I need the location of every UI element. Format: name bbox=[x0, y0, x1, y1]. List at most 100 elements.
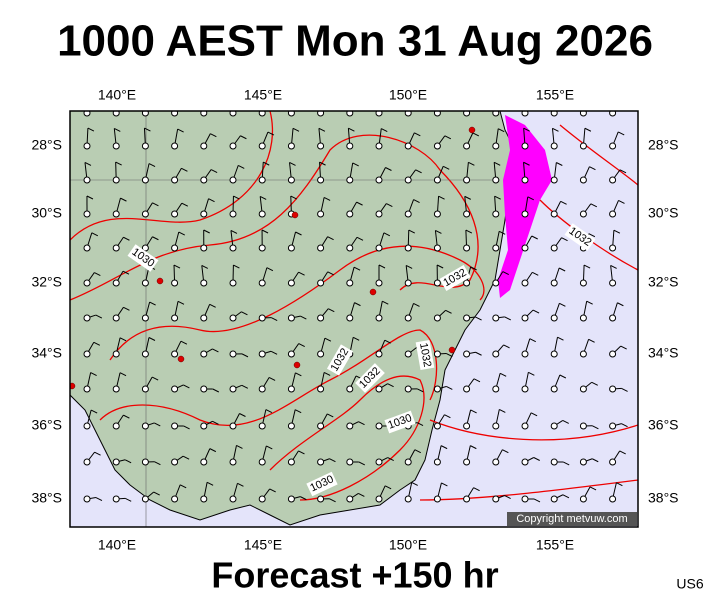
barb-flag bbox=[523, 127, 530, 132]
barb-flag bbox=[562, 461, 570, 466]
barb-station bbox=[463, 458, 471, 466]
barb-station bbox=[171, 385, 179, 393]
barb-flag bbox=[209, 448, 217, 453]
barb-station bbox=[550, 385, 558, 393]
barb-flag bbox=[173, 264, 181, 269]
barb-station bbox=[83, 422, 91, 430]
barb-flag bbox=[153, 491, 160, 496]
barb-flag bbox=[384, 485, 392, 490]
barb-flag bbox=[348, 127, 355, 132]
lat-label: 28°S bbox=[31, 137, 62, 153]
barb-flag bbox=[531, 235, 538, 240]
barb-station bbox=[375, 350, 383, 358]
barb-flag bbox=[152, 202, 159, 207]
barb-flag bbox=[529, 338, 536, 343]
barb-station bbox=[200, 422, 208, 430]
barb-flag bbox=[503, 344, 510, 349]
barb-station bbox=[229, 422, 237, 430]
barb-station bbox=[171, 458, 179, 466]
barb-station bbox=[404, 279, 412, 287]
barb-station bbox=[317, 176, 325, 184]
barb-flag bbox=[413, 199, 420, 203]
barb-station bbox=[492, 111, 500, 117]
barb-flag bbox=[177, 128, 184, 133]
barb-station bbox=[463, 495, 471, 503]
barb-station bbox=[287, 495, 295, 503]
barb-flag bbox=[94, 272, 101, 277]
barb-flag bbox=[440, 445, 448, 450]
barb-flag bbox=[319, 161, 326, 166]
barb-flag bbox=[562, 494, 570, 499]
barb-flag bbox=[115, 161, 122, 166]
barb-station bbox=[375, 176, 383, 184]
barb-flag bbox=[493, 161, 501, 166]
barb-flag bbox=[533, 457, 540, 461]
barb-station bbox=[317, 314, 325, 322]
barb-station bbox=[83, 244, 91, 252]
barb-station bbox=[492, 314, 500, 322]
barb-flag bbox=[114, 127, 121, 132]
barb-station bbox=[258, 422, 266, 430]
barb-station bbox=[521, 422, 529, 430]
barb-station bbox=[200, 279, 208, 287]
barb-flag bbox=[348, 95, 354, 98]
forecast-label: Forecast +150 hr bbox=[211, 555, 498, 596]
barb-station bbox=[287, 279, 295, 287]
barb-flag bbox=[261, 229, 269, 234]
barb-station bbox=[83, 495, 91, 503]
barb-flag bbox=[475, 316, 482, 321]
barb-station bbox=[258, 244, 266, 252]
barb-station bbox=[433, 314, 441, 322]
lon-label: 150°E bbox=[389, 87, 427, 103]
barb-station bbox=[463, 422, 471, 430]
barb-flag bbox=[468, 161, 475, 166]
barb-station bbox=[229, 458, 237, 466]
barb-flag bbox=[183, 384, 190, 389]
barb-station bbox=[375, 385, 383, 393]
barb-station bbox=[171, 142, 179, 150]
barb-flag bbox=[472, 132, 480, 137]
barb-flag bbox=[494, 195, 501, 200]
barb-station bbox=[463, 314, 471, 322]
barb-flag bbox=[268, 377, 276, 381]
barb-flag bbox=[443, 99, 449, 102]
barb-station bbox=[609, 385, 617, 393]
barb-station bbox=[258, 142, 266, 150]
barb-flag bbox=[328, 308, 335, 313]
barb-station bbox=[492, 142, 500, 150]
barb-flag bbox=[559, 302, 566, 307]
barb-flag bbox=[208, 198, 215, 203]
barb-station bbox=[258, 279, 266, 287]
barb-flag bbox=[620, 345, 627, 350]
barb-station bbox=[579, 350, 587, 358]
barb-station bbox=[579, 111, 587, 117]
barb-station bbox=[200, 111, 208, 117]
copyright: Copyright metvuw.com bbox=[516, 513, 627, 525]
lon-label: 145°E bbox=[244, 537, 282, 553]
barb-station bbox=[550, 350, 558, 358]
barb-station bbox=[83, 458, 91, 466]
barb-flag bbox=[233, 195, 240, 200]
barb-station bbox=[521, 458, 529, 466]
barb-flag bbox=[527, 196, 534, 201]
barb-station bbox=[229, 111, 237, 117]
barb-station bbox=[375, 495, 383, 503]
barb-station bbox=[609, 142, 617, 150]
barb-flag bbox=[298, 343, 305, 347]
magenta-area bbox=[498, 115, 552, 298]
lat-label: 28°S bbox=[648, 137, 679, 153]
region-code: US6 bbox=[676, 576, 703, 592]
barb-flag bbox=[298, 271, 305, 276]
barb-flag bbox=[265, 409, 273, 414]
barb-station bbox=[346, 495, 354, 503]
barb-flag bbox=[385, 167, 392, 171]
barb-flag bbox=[93, 341, 101, 346]
barb-flag bbox=[619, 169, 627, 174]
barb-flag bbox=[356, 236, 364, 241]
barb-flag bbox=[123, 306, 130, 311]
barb-station bbox=[229, 176, 237, 184]
barb-station bbox=[200, 385, 208, 393]
barb-station bbox=[317, 422, 325, 430]
barb-station bbox=[492, 279, 500, 287]
barb-flag bbox=[144, 95, 150, 98]
